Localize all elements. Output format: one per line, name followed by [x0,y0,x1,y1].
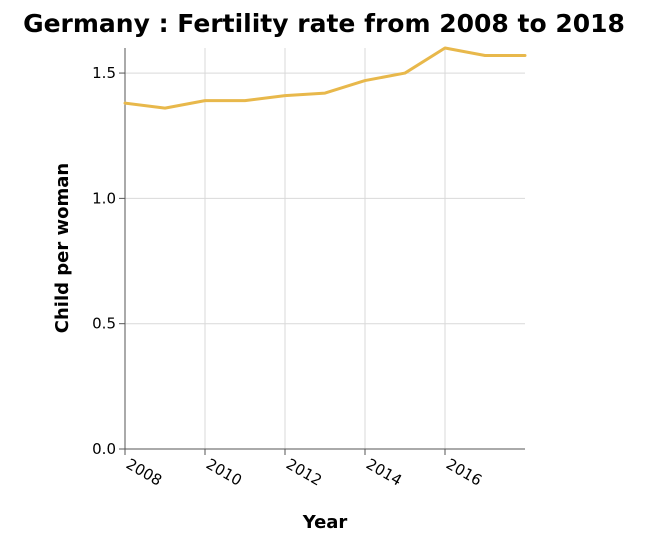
x-tick-label: 2008 [123,455,165,490]
y-tick-label: 0.0 [92,440,116,458]
series-line [123,46,527,110]
x-tick-label: 2010 [203,455,245,490]
x-tick-label: 2012 [283,455,325,490]
tick-labels: 2008 2010 2012 2014 2016 0.0 0.5 1.0 1.5 [92,64,485,489]
x-axis-label: Year [302,512,348,533]
chart-title: Germany : Fertility rate from 2008 to 20… [23,9,625,38]
series-lines [123,46,527,110]
x-tick-label: 2016 [443,455,485,490]
x-tick-label: 2014 [363,455,405,490]
y-tick-label: 1.0 [92,189,116,207]
y-tick-label: 1.5 [92,64,116,82]
y-axis-label: Child per woman [52,163,73,333]
axes [119,48,525,455]
y-tick-label: 0.5 [92,315,116,333]
grid [125,48,525,449]
